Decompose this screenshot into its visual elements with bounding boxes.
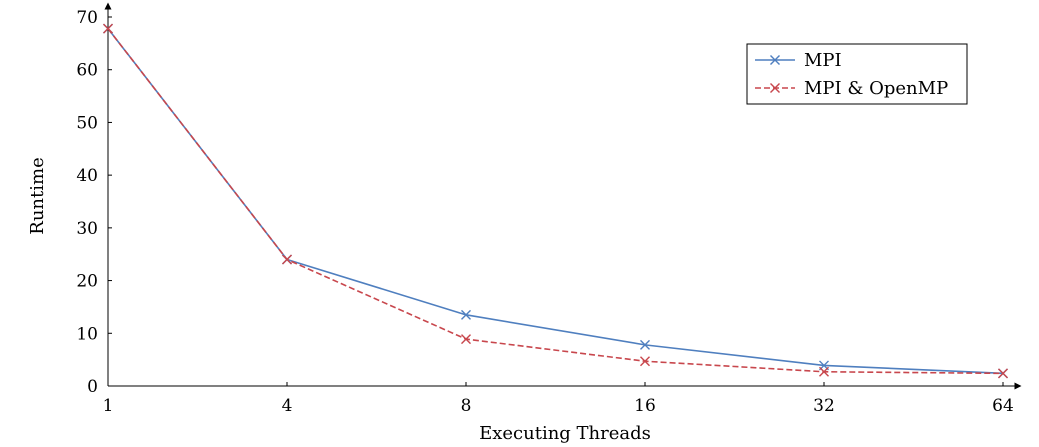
x-tick-label: 8 (461, 396, 472, 416)
y-tick-label: 50 (76, 113, 98, 133)
x-tick-label: 64 (992, 396, 1014, 416)
data-point (640, 356, 650, 367)
legend-marker-icon (770, 55, 780, 65)
y-ticks: 0 10 20 30 40 50 60 70 (76, 8, 112, 397)
y-tick-label: 70 (76, 8, 98, 28)
series-2 (103, 23, 1008, 379)
x-tick-label: 16 (634, 396, 656, 416)
x-tick-label: 4 (282, 396, 293, 416)
y-axis-label: Runtime (27, 157, 48, 234)
legend-entry: MPI & OpenMP (755, 78, 948, 99)
legend: MPI MPI & OpenMP (746, 43, 968, 105)
y-tick-label: 20 (76, 272, 98, 292)
data-point (461, 309, 471, 320)
data-point (461, 334, 471, 345)
series-layer (103, 23, 1008, 379)
x-tick-label: 32 (813, 396, 835, 416)
series-line (107, 28, 1004, 375)
legend-entry: MPI (755, 50, 842, 71)
y-tick-label: 10 (76, 324, 98, 344)
data-point (282, 254, 292, 265)
y-tick-label: 60 (76, 61, 98, 81)
x-tick-label: 1 (103, 396, 114, 416)
y-tick-label: 30 (76, 219, 98, 239)
data-point (998, 368, 1008, 379)
data-point (103, 23, 113, 34)
legend-box (746, 43, 968, 105)
x-axis-label: Executing Threads (479, 423, 651, 444)
legend-label: MPI (804, 50, 842, 71)
data-point (819, 366, 829, 377)
legend-marker-icon (770, 83, 780, 93)
y-tick-label: 0 (87, 377, 98, 397)
y-tick-label: 40 (76, 166, 98, 186)
x-ticks: 1 4 8 16 32 64 (103, 382, 1014, 416)
legend-label: MPI & OpenMP (804, 78, 948, 99)
data-point (640, 339, 650, 350)
